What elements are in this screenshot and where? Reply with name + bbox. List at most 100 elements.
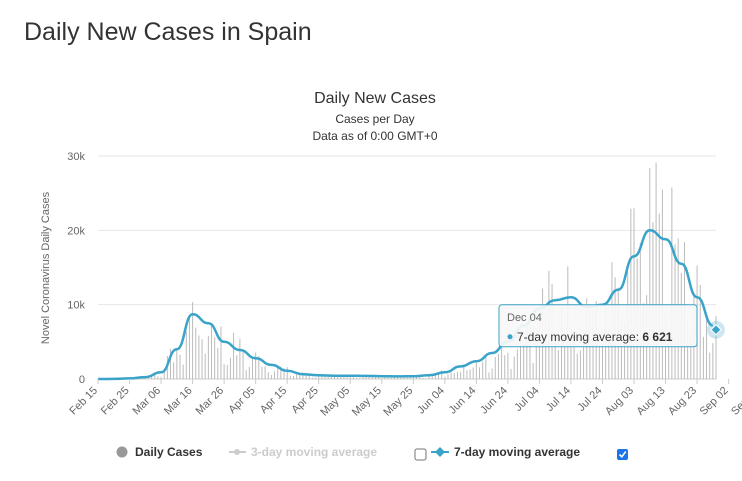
daily-cases-bar (252, 358, 253, 379)
tooltip-date: Dec 04 (507, 312, 542, 324)
page-title: Daily New Cases in Spain (24, 18, 312, 46)
daily-cases-bar (185, 330, 187, 379)
daily-cases-bar (362, 376, 364, 379)
daily-cases-bar (535, 340, 537, 379)
daily-cases-bar (450, 372, 452, 379)
hover-diamond (710, 324, 722, 336)
daily-cases-bar (292, 376, 294, 379)
daily-cases-bar (438, 372, 440, 379)
daily-cases-bar (356, 377, 358, 379)
daily-cases-bar (239, 338, 241, 379)
daily-cases-bar (608, 325, 610, 379)
daily-cases-bar (248, 366, 250, 379)
daily-cases-bar (661, 189, 663, 379)
chart-title: Daily New Cases (314, 90, 436, 107)
daily-cases-bar (583, 336, 585, 379)
daily-cases-bar (434, 373, 436, 379)
legend: Daily Cases 3-day moving average 7-day m… (116, 445, 628, 461)
legend-daily-cases-symbol (116, 446, 128, 458)
legend-3day-label: 3-day moving average (251, 445, 377, 459)
daily-cases-bar (220, 326, 222, 379)
daily-cases-bar (507, 352, 509, 379)
daily-cases-bar (267, 372, 269, 379)
x-tick-label: Sep 12 (729, 385, 742, 418)
daily-cases-bar (453, 372, 455, 379)
daily-cases-bar (579, 350, 581, 379)
daily-cases-bar (374, 376, 376, 379)
tooltip-box (498, 304, 698, 348)
daily-cases-bar (463, 364, 465, 379)
legend-7day-checkbox-box (617, 449, 628, 460)
daily-cases-bar (151, 376, 153, 379)
daily-cases-bar (504, 355, 506, 379)
daily-cases-bar (633, 208, 635, 379)
daily-cases-bar (652, 222, 654, 379)
daily-cases-bar (444, 376, 446, 379)
daily-cases-bar (176, 350, 178, 379)
daily-cases-bar (403, 377, 405, 379)
daily-cases-bar (431, 373, 433, 379)
daily-cases-bar (179, 354, 181, 379)
legend-3day-checkbox[interactable] (414, 448, 427, 461)
chart-container: Daily New Cases Cases per Day Data as of… (0, 78, 742, 481)
daily-cases-bar (352, 377, 354, 379)
x-tick-label: Jul 04 (512, 385, 541, 414)
daily-cases-bar (501, 336, 503, 379)
y-axis-ticks: 0 10k 20k 30k (67, 151, 85, 386)
x-tick-label: Mar 16 (162, 385, 195, 418)
daily-cases-bar (715, 316, 717, 379)
daily-cases-bar (311, 377, 313, 379)
daily-cases-bar (447, 374, 449, 379)
daily-cases-bar (601, 343, 603, 379)
daily-cases-bar (390, 376, 392, 379)
daily-cases-bar (198, 335, 200, 379)
daily-cases-bar (564, 328, 566, 379)
daily-cases-bar (412, 377, 414, 379)
daily-cases-bar (441, 370, 443, 379)
daily-cases-bar (195, 327, 197, 379)
daily-cases-bar (207, 336, 209, 379)
daily-cases-bar (289, 376, 291, 379)
daily-cases-bar (422, 377, 424, 379)
legend-7day-diamond-symbol (435, 447, 445, 457)
daily-cases-bar (554, 337, 556, 379)
daily-cases-bar (576, 353, 578, 379)
daily-cases-bar (393, 377, 395, 379)
hover-marker[interactable] (707, 320, 725, 339)
daily-cases-bar (513, 356, 515, 379)
daily-cases-bar (649, 168, 651, 379)
daily-cases-bar (400, 377, 402, 379)
daily-cases-bar (381, 378, 383, 379)
daily-cases-bar (305, 374, 307, 379)
legend-item-7day-average[interactable]: 7-day moving average (431, 445, 580, 459)
legend-item-3day-average[interactable]: 3-day moving average (229, 445, 377, 459)
daily-cases-bar (472, 367, 474, 379)
y-tick-label: 30k (67, 151, 85, 163)
daily-cases-bar (425, 378, 427, 379)
x-tick-label: Sep 02 (698, 385, 731, 418)
chart-subtitle-line-2: Data as of 0:00 GMT+0 (312, 129, 437, 143)
daily-cases-bar (277, 367, 279, 379)
daily-cases-bar (624, 323, 626, 379)
x-tick-label: Aug 03 (603, 385, 636, 418)
daily-cases-bar (296, 372, 298, 379)
daily-cases-bar (526, 321, 528, 379)
daily-cases-bar (258, 356, 260, 379)
x-tick-label: Aug 13 (635, 385, 668, 418)
daily-cases-bar (475, 360, 477, 379)
legend-item-daily-cases[interactable]: Daily Cases (116, 445, 203, 459)
daily-cases-bar (201, 339, 203, 379)
daily-cases-bar (229, 357, 231, 379)
daily-cases-bar (690, 335, 692, 379)
daily-cases-bar (532, 362, 534, 379)
daily-cases-bar (337, 376, 339, 379)
daily-cases-bar (655, 162, 657, 379)
daily-cases-bar (223, 364, 225, 379)
daily-cases-bar (620, 318, 622, 379)
legend-7day-checkbox[interactable] (617, 449, 628, 460)
daily-cases-bar (570, 327, 572, 379)
daily-cases-bar (283, 368, 285, 379)
daily-cases-bar (384, 376, 386, 379)
x-tick-label: Apr 25 (289, 385, 320, 416)
daily-cases-bar (479, 367, 481, 379)
